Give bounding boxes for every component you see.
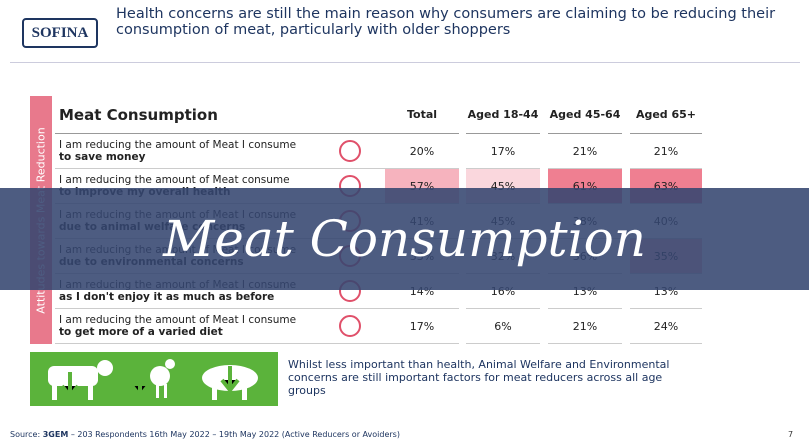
icon-header bbox=[315, 96, 385, 134]
value-cell: 24% bbox=[630, 309, 702, 344]
value-cell: 20% bbox=[385, 134, 459, 169]
column-header: Aged 65+ bbox=[630, 96, 702, 134]
source-prefix: Source: bbox=[10, 430, 40, 439]
row-bold: to save money bbox=[59, 151, 145, 163]
icon bbox=[335, 313, 365, 339]
row-icon bbox=[315, 134, 385, 169]
divider bbox=[10, 62, 800, 63]
page-number: 7 bbox=[788, 430, 793, 439]
slide-title: Health concerns are still the main reaso… bbox=[116, 6, 796, 38]
row-icon bbox=[315, 309, 385, 344]
icon bbox=[335, 138, 365, 164]
value-cell: 17% bbox=[466, 134, 540, 169]
value-cell: 21% bbox=[630, 134, 702, 169]
source-text: – 203 Respondents 16th May 2022 – 19th M… bbox=[71, 430, 400, 439]
row-label: I am reducing the amount of Meat I consu… bbox=[55, 309, 315, 344]
row-bold: to get more of a varied diet bbox=[59, 326, 223, 338]
overlay-banner: Meat Consumption bbox=[0, 188, 809, 290]
column-header: Aged 18-44 bbox=[466, 96, 540, 134]
value-cell: 17% bbox=[385, 309, 459, 344]
note: Whilst less important than health, Anima… bbox=[288, 358, 688, 397]
source-brand: 3GEM bbox=[43, 430, 69, 439]
value-cell: 6% bbox=[466, 309, 540, 344]
row-text: I am reducing the amount of Meat I consu… bbox=[59, 139, 296, 151]
row-label: I am reducing the amount of Meat I consu… bbox=[55, 134, 315, 169]
table-title: Meat Consumption bbox=[55, 96, 315, 134]
value-cell: 21% bbox=[548, 134, 622, 169]
page: SOFINA Health concerns are still the mai… bbox=[0, 0, 809, 447]
animal-icons bbox=[30, 352, 278, 406]
animal-graphic bbox=[30, 352, 278, 406]
row-text: I am reducing the amount of Meat consume bbox=[59, 174, 290, 186]
logo: SOFINA bbox=[22, 18, 98, 48]
row-text: I am reducing the amount of Meat I consu… bbox=[59, 314, 296, 326]
column-header: Aged 45-64 bbox=[548, 96, 622, 134]
value-cell: 21% bbox=[548, 309, 622, 344]
column-header: Total bbox=[385, 96, 459, 134]
row-bold: as I don't enjoy it as much as before bbox=[59, 291, 274, 303]
source: Source: 3GEM – 203 Respondents 16th May … bbox=[10, 430, 400, 439]
